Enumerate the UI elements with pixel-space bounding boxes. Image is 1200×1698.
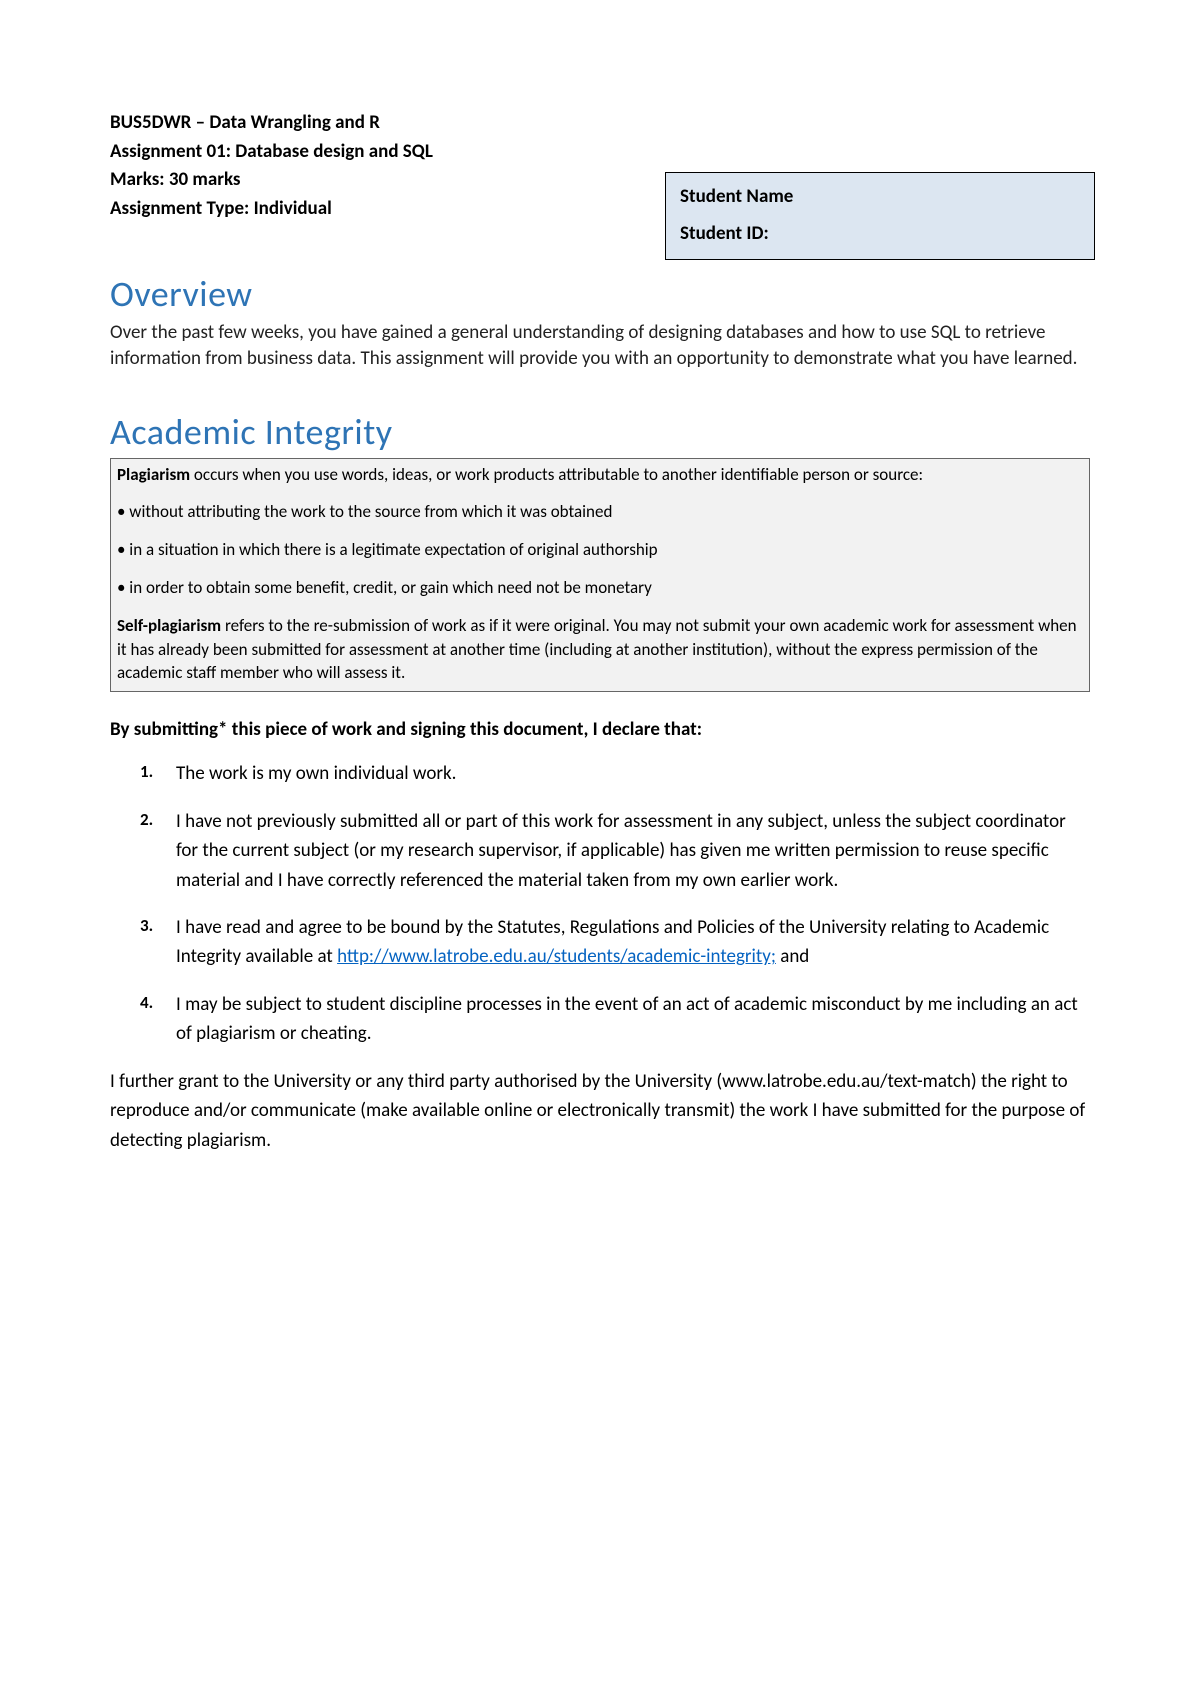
declaration-item-4: I may be subject to student discipline p… xyxy=(158,990,1090,1049)
declaration-item-3-post: and xyxy=(776,945,809,968)
plagiarism-bullet-3: • in order to obtain some benefit, credi… xyxy=(117,576,1083,600)
self-plagiarism-para: Self-plagiarism refers to the re-submiss… xyxy=(117,614,1083,685)
overview-heading: Overview xyxy=(110,272,1090,316)
plagiarism-bullet-2: • in a situation in which there is a leg… xyxy=(117,538,1083,562)
declaration-item-1: The work is my own individual work. xyxy=(158,759,1090,788)
academic-integrity-heading: Academic Integrity xyxy=(110,410,1090,454)
declaration-heading: By submitting* this piece of work and si… xyxy=(110,718,1090,741)
plagiarism-intro-text: occurs when you use words, ideas, or wor… xyxy=(190,464,923,485)
plagiarism-bullet-1: • without attributing the work to the so… xyxy=(117,500,1083,524)
student-id-label: Student ID: xyxy=(680,222,1080,245)
course-code-title: BUS5DWR – Data Wrangling and R xyxy=(110,110,1090,137)
self-plagiarism-bold: Self-plagiarism xyxy=(117,615,221,636)
assignment-title: Assignment 01: Database design and SQL xyxy=(110,139,1090,166)
academic-integrity-link[interactable]: http://www.latrobe.edu.au/students/acade… xyxy=(337,945,776,968)
declaration-item-3: I have read and agree to be bound by the… xyxy=(158,913,1090,972)
declaration-list: The work is my own individual work. I ha… xyxy=(110,759,1090,1049)
self-plagiarism-text: refers to the re-submission of work as i… xyxy=(117,615,1077,684)
plagiarism-intro: Plagiarism occurs when you use words, id… xyxy=(117,463,1083,487)
further-grant-text: I further grant to the University or any… xyxy=(110,1067,1090,1155)
declaration-item-2: I have not previously submitted all or p… xyxy=(158,807,1090,895)
student-info-box: Student Name Student ID: xyxy=(665,172,1095,260)
plagiarism-bold: Plagiarism xyxy=(117,464,190,485)
academic-integrity-box: Plagiarism occurs when you use words, id… xyxy=(110,458,1090,693)
document-header: BUS5DWR – Data Wrangling and R Assignmen… xyxy=(110,110,1090,222)
overview-text: Over the past few weeks, you have gained… xyxy=(110,320,1090,371)
student-name-label: Student Name xyxy=(680,185,1080,208)
